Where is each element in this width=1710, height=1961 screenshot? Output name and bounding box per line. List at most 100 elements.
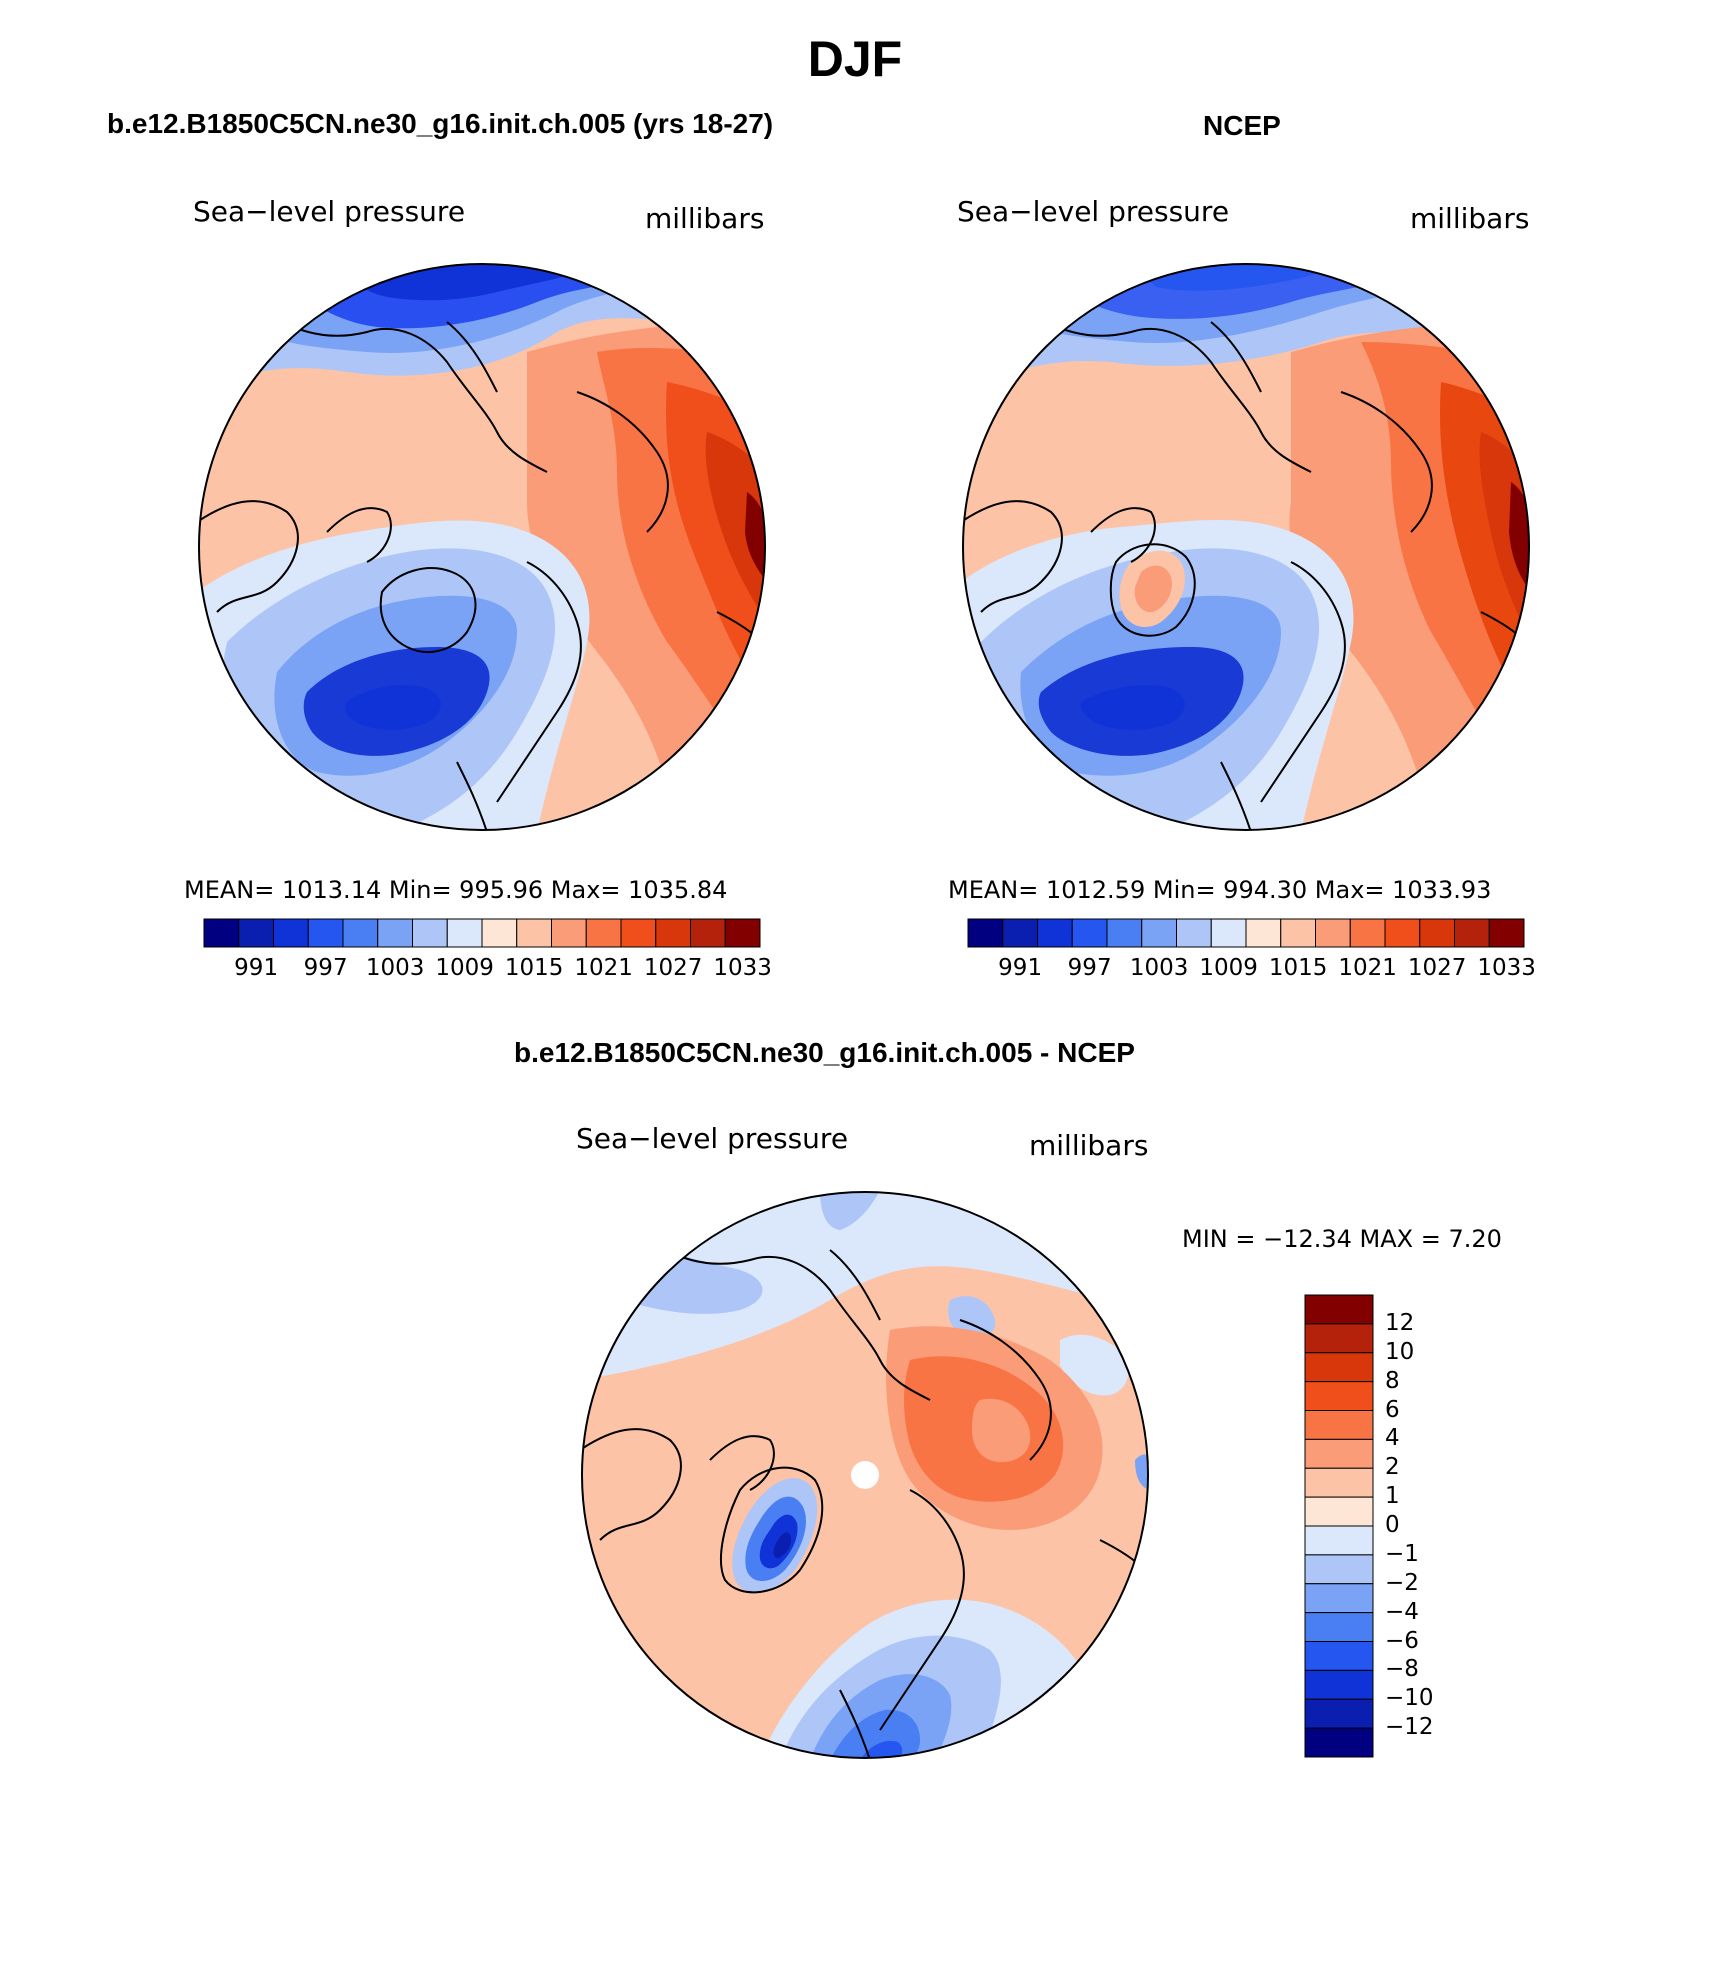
panel-diff-colorbar-ticks: 12 10 8 6 4 2 1 0 −1 −2 −4 −6 −8 −10 −12 xyxy=(1385,1295,1485,1757)
colorbar-swatch xyxy=(377,918,413,948)
colorbar-swatch xyxy=(1304,1438,1374,1469)
colorbar-swatch xyxy=(1176,918,1212,948)
colorbar-tick-label: 1003 xyxy=(365,955,425,981)
panel-diff-pole-mask xyxy=(851,1461,879,1489)
panel-obs-map-border xyxy=(962,263,1530,831)
colorbar-tick-label: 1015 xyxy=(504,955,564,981)
colorbar-tick-label: 12 xyxy=(1385,1309,1415,1336)
panel-model-title: b.e12.B1850C5CN.ne30_g16.init.ch.005 (yr… xyxy=(107,108,774,139)
colorbar-swatch xyxy=(1304,1467,1374,1498)
panel-model-region-siberian-high xyxy=(705,432,765,622)
colorbar-tick-label: 1021 xyxy=(1338,955,1397,981)
colorbar-swatch xyxy=(342,918,379,948)
colorbar-swatch xyxy=(690,918,726,948)
colorbar-swatch xyxy=(1419,918,1455,948)
colorbar-tick-label: 1009 xyxy=(435,955,494,981)
colorbar-swatch xyxy=(1304,1554,1374,1585)
panel-obs-colorbar-ticks: 991 997 1003 1009 1015 1021 1027 1033 xyxy=(968,955,1536,985)
colorbar-swatch xyxy=(1245,918,1282,948)
colorbar-tick-label: 1003 xyxy=(1129,955,1189,981)
colorbar-swatch xyxy=(551,918,587,948)
panel-diff-variable-label: Sea−level pressure xyxy=(576,1122,849,1155)
colorbar-tick-label: 1009 xyxy=(1199,955,1258,981)
colorbar-tick-label: 1 xyxy=(1385,1483,1400,1510)
colorbar-tick-label: 0 xyxy=(1385,1512,1400,1538)
colorbar-tick-label: 1015 xyxy=(1268,955,1328,981)
panel-model-variable-label: Sea−level pressure xyxy=(193,195,466,228)
panel-diff-colorbar xyxy=(1304,1294,1374,1758)
colorbar-tick-label: −10 xyxy=(1385,1685,1434,1712)
colorbar-tick-label: −8 xyxy=(1385,1656,1419,1683)
colorbar-swatch xyxy=(1210,918,1247,948)
panel-model-colorbar-ticks: 991 997 1003 1009 1015 1021 1027 1033 xyxy=(204,955,772,985)
colorbar-swatch xyxy=(1002,918,1038,948)
colorbar-tick-label: −2 xyxy=(1385,1569,1419,1596)
colorbar-swatch xyxy=(1304,1410,1374,1440)
colorbar-swatch xyxy=(307,918,344,948)
panel-diff-polar-map xyxy=(581,1191,1149,1759)
panel-obs-title: NCEP xyxy=(1203,110,1281,141)
colorbar-swatch xyxy=(1304,1698,1374,1729)
colorbar-swatch xyxy=(1304,1641,1374,1671)
colorbar-swatch xyxy=(1349,918,1386,948)
panel-model-polar-map xyxy=(198,263,766,831)
colorbar-swatch xyxy=(1304,1352,1374,1383)
colorbar-swatch xyxy=(1315,918,1351,948)
colorbar-swatch xyxy=(1304,1525,1374,1556)
colorbar-swatch xyxy=(481,918,518,948)
figure-title: DJF xyxy=(807,31,903,87)
colorbar-swatch xyxy=(273,918,309,948)
colorbar-swatch xyxy=(1488,918,1525,948)
colorbar-swatch xyxy=(203,918,240,948)
colorbar-swatch xyxy=(1304,1583,1374,1614)
colorbar-tick-label: −12 xyxy=(1385,1714,1434,1741)
colorbar-swatch xyxy=(446,918,483,948)
colorbar-tick-label: −1 xyxy=(1385,1540,1419,1567)
colorbar-swatch xyxy=(1304,1294,1374,1325)
colorbar-swatch xyxy=(238,918,274,948)
panel-diff-units-label: millibars xyxy=(1029,1129,1149,1162)
colorbar-tick-label: 1027 xyxy=(643,955,703,981)
colorbar-tick-label: 1021 xyxy=(574,955,633,981)
colorbar-tick-label: −4 xyxy=(1385,1598,1419,1625)
panel-diff-map-border xyxy=(581,1191,1149,1759)
colorbar-tick-label: −6 xyxy=(1385,1627,1419,1654)
colorbar-swatch xyxy=(1280,918,1316,948)
colorbar-tick-label: 10 xyxy=(1385,1338,1415,1365)
colorbar-swatch xyxy=(1106,918,1143,948)
colorbar-swatch xyxy=(1304,1669,1374,1700)
colorbar-tick-label: 8 xyxy=(1385,1367,1400,1394)
colorbar-tick-label: 6 xyxy=(1385,1396,1400,1423)
colorbar-tick-label: 1033 xyxy=(713,955,772,981)
panel-model-colorbar xyxy=(203,918,761,948)
colorbar-tick-label: 1033 xyxy=(1477,955,1536,981)
panel-obs-region-greenland-high xyxy=(1134,565,1172,613)
panel-obs-stats: MEAN= 1012.59 Min= 994.30 Max= 1033.93 xyxy=(948,876,1492,904)
colorbar-tick-label: 1027 xyxy=(1407,955,1467,981)
colorbar-tick-label: 991 xyxy=(234,955,279,981)
colorbar-swatch xyxy=(1304,1727,1374,1758)
colorbar-swatch xyxy=(412,918,448,948)
colorbar-swatch xyxy=(967,918,1004,948)
colorbar-swatch xyxy=(1304,1496,1374,1527)
panel-diff-stats: MIN = −12.34 MAX = 7.20 xyxy=(1182,1225,1502,1253)
panel-model-map-border xyxy=(198,263,766,831)
colorbar-swatch xyxy=(585,918,622,948)
colorbar-tick-label: 991 xyxy=(998,955,1043,981)
colorbar-tick-label: 4 xyxy=(1385,1425,1400,1452)
colorbar-tick-label: 997 xyxy=(303,955,348,981)
colorbar-tick-label: 997 xyxy=(1067,955,1112,981)
colorbar-swatch xyxy=(516,918,552,948)
colorbar-swatch xyxy=(1037,918,1073,948)
panel-model-stats: MEAN= 1013.14 Min= 995.96 Max= 1035.84 xyxy=(184,876,728,904)
panel-obs-variable-label: Sea−level pressure xyxy=(957,195,1230,228)
panel-diff-title: b.e12.B1850C5CN.ne30_g16.init.ch.005 - N… xyxy=(514,1037,1135,1068)
colorbar-swatch xyxy=(1304,1612,1374,1642)
colorbar-swatch xyxy=(1304,1323,1374,1354)
colorbar-swatch xyxy=(1304,1381,1374,1411)
colorbar-swatch xyxy=(1384,918,1421,948)
colorbar-swatch xyxy=(655,918,691,948)
panel-obs-units-label: millibars xyxy=(1410,202,1530,235)
panel-obs-polar-map xyxy=(962,263,1530,831)
panel-obs-colorbar xyxy=(967,918,1525,948)
